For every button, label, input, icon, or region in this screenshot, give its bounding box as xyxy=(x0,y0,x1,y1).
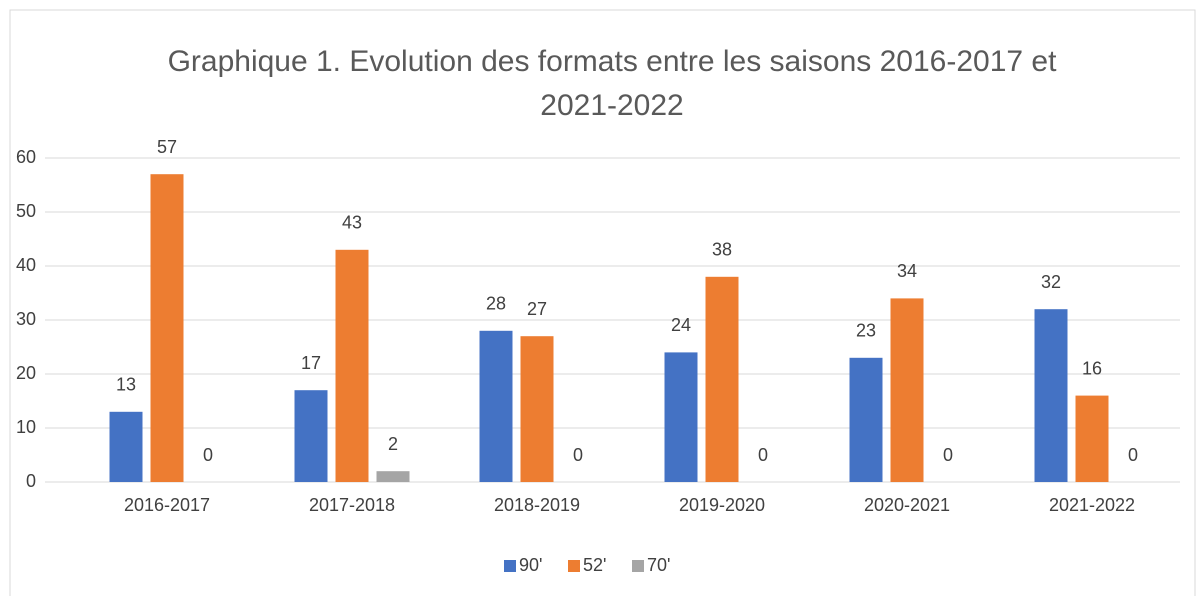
data-label: 27 xyxy=(527,299,547,319)
legend-swatch xyxy=(568,560,580,572)
bar xyxy=(294,390,328,482)
y-tick-label: 10 xyxy=(16,417,36,437)
y-tick-label: 60 xyxy=(16,147,36,167)
x-tick-label: 2019-2020 xyxy=(679,495,765,515)
bar xyxy=(520,336,554,482)
bar xyxy=(109,411,143,482)
legend-swatch xyxy=(504,560,516,572)
bar xyxy=(890,298,924,482)
y-tick-label: 0 xyxy=(26,471,36,491)
y-tick-label: 40 xyxy=(16,255,36,275)
legend-label: 70' xyxy=(647,555,670,575)
chart-frame xyxy=(9,9,1196,596)
data-label: 28 xyxy=(486,294,506,314)
bar xyxy=(849,357,883,482)
bar xyxy=(376,471,410,482)
y-tick-label: 30 xyxy=(16,309,36,329)
y-tick-label: 20 xyxy=(16,363,36,383)
data-label: 0 xyxy=(573,445,583,465)
data-label: 23 xyxy=(856,321,876,341)
data-label: 13 xyxy=(116,375,136,395)
legend-swatch xyxy=(632,560,644,572)
data-label: 32 xyxy=(1041,272,1061,292)
legend-label: 90' xyxy=(519,555,542,575)
bar xyxy=(1034,309,1068,482)
y-tick-label: 50 xyxy=(16,201,36,221)
data-label: 43 xyxy=(342,213,362,233)
bar xyxy=(705,276,739,482)
bar xyxy=(1075,395,1109,482)
bar xyxy=(335,249,369,482)
legend-label: 52' xyxy=(583,555,606,575)
data-label: 0 xyxy=(943,445,953,465)
data-label: 0 xyxy=(203,445,213,465)
data-label: 16 xyxy=(1082,358,1102,378)
bar xyxy=(664,352,698,482)
data-label: 24 xyxy=(671,315,691,335)
x-tick-label: 2020-2021 xyxy=(864,495,950,515)
chart-title: Graphique 1. Evolution des formats entre… xyxy=(167,45,1057,122)
bar xyxy=(479,330,513,482)
data-label: 0 xyxy=(1128,445,1138,465)
x-tick-label: 2021-2022 xyxy=(1049,495,1135,515)
data-label: 17 xyxy=(301,353,321,373)
data-label: 38 xyxy=(712,240,732,260)
x-tick-label: 2017-2018 xyxy=(309,495,395,515)
data-label: 2 xyxy=(388,434,398,454)
x-tick-label: 2016-2017 xyxy=(124,495,210,515)
bar xyxy=(150,174,184,482)
x-tick-label: 2018-2019 xyxy=(494,495,580,515)
data-label: 34 xyxy=(897,261,917,281)
data-label: 0 xyxy=(758,445,768,465)
data-label: 57 xyxy=(157,137,177,157)
